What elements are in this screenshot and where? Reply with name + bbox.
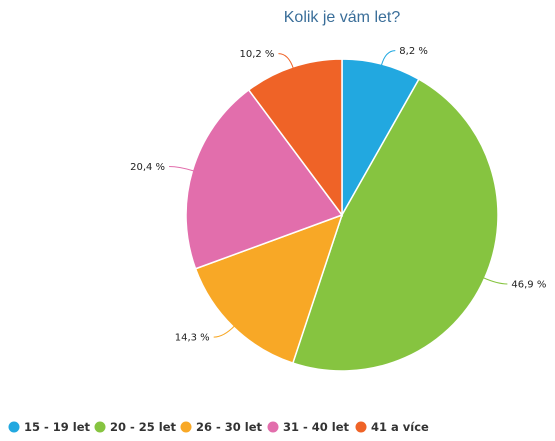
label-connector	[213, 325, 236, 338]
legend-label: 26 - 30 let	[196, 420, 263, 434]
legend-marker	[267, 421, 279, 433]
legend-label: 15 - 19 let	[24, 420, 91, 434]
legend-label: 20 - 25 let	[110, 420, 177, 434]
legend-marker	[8, 421, 20, 433]
label-connector	[380, 50, 396, 67]
legend: 15 - 19 let 20 - 25 let 26 - 30 let 31 - 40…	[8, 420, 430, 434]
legend-label: 31 - 40 let	[283, 420, 350, 434]
pie-slices	[185, 58, 499, 372]
chart-title: Kolik je vám let?	[284, 9, 401, 26]
legend-item[interactable]: 41 a více	[355, 420, 430, 434]
label-connector	[169, 166, 195, 172]
legend-label: 41 a více	[371, 420, 429, 434]
legend-marker	[355, 421, 367, 433]
label-connector	[278, 53, 294, 69]
legend-item[interactable]: 26 - 30 let	[180, 420, 263, 434]
data-label: 8,2 %	[399, 46, 428, 57]
legend-marker	[94, 421, 106, 433]
data-label: 10,2 %	[239, 49, 274, 60]
data-label: 14,3 %	[175, 333, 210, 344]
data-label: 20,4 %	[130, 162, 165, 173]
data-labels: 8,2 % 46,9 % 14,3 % 20,4 % 10,2 %	[130, 46, 546, 343]
label-connectors	[169, 50, 508, 338]
legend-marker	[180, 421, 192, 433]
legend-item[interactable]: 31 - 40 let	[267, 420, 350, 434]
data-label: 46,9 %	[511, 279, 546, 290]
label-connector	[482, 277, 508, 285]
legend-item[interactable]: 15 - 19 let	[8, 420, 91, 434]
legend-item[interactable]: 20 - 25 let	[94, 420, 177, 434]
